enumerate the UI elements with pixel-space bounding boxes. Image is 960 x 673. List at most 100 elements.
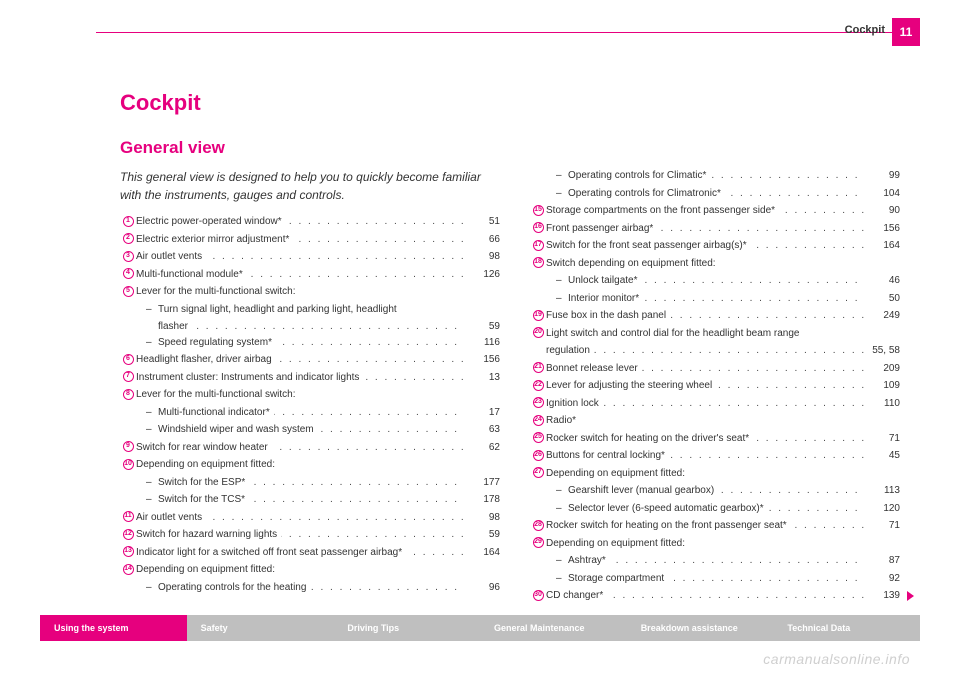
toc-item: 16Front passenger airbag*156 [530,221,900,237]
toc-page: 59 [464,319,500,335]
toc-label: flasher [158,319,464,335]
toc-page: 156 [464,352,500,368]
dash-icon: – [146,405,158,421]
toc-item: 24Radio* [530,413,900,429]
footer-tab-using[interactable]: Using the system [40,615,187,641]
footer-tab-driving[interactable]: Driving Tips [333,615,480,641]
toc-item: 28Rocker switch for heating on the front… [530,518,900,534]
footer-tab-safety[interactable]: Safety [187,615,334,641]
toc-page: 98 [464,249,500,265]
item-number: 10 [120,457,136,471]
toc-page: 96 [464,580,500,596]
item-number: 20 [530,326,546,340]
toc-item: 20Light switch and control dial for the … [530,326,900,342]
dash-icon: – [146,422,158,438]
dash-icon: – [146,475,158,491]
dash-icon: – [146,302,158,318]
toc-label: Storage compartments on the front passen… [546,203,864,219]
item-number: 11 [120,510,136,524]
toc-page: 139 [864,588,900,604]
toc-label: Buttons for central locking* [546,448,864,464]
toc-subitem: –Gearshift lever (manual gearbox)113 [530,483,900,499]
toc-label: Air outlet vents [136,249,464,265]
toc-page: 126 [464,267,500,283]
toc-page: 109 [864,378,900,394]
toc-page: 13 [464,370,500,386]
toc-label: Windshield wiper and wash system [158,422,464,438]
item-number: 4 [120,267,136,281]
dash-icon: – [556,571,568,587]
dash-icon: – [556,291,568,307]
toc-label: Gearshift lever (manual gearbox) [568,483,864,499]
toc-label: Electric power-operated window* [136,214,464,230]
toc-page: 66 [464,232,500,248]
toc-item: 29Depending on equipment fitted: [530,536,900,552]
dash-icon: – [556,273,568,289]
toc-label: Indicator light for a switched off front… [136,545,464,561]
item-number: 19 [530,308,546,322]
dash-icon: – [556,186,568,202]
toc-page: 178 [464,492,500,508]
toc-page: 63 [464,422,500,438]
item-number: 2 [120,232,136,246]
footer-tab-breakdown[interactable]: Breakdown assistance [627,615,774,641]
toc-item: 25Rocker switch for heating on the drive… [530,431,900,447]
left-column: This general view is designed to help yo… [120,168,500,606]
item-number: 26 [530,448,546,462]
toc-page: 46 [864,273,900,289]
toc-page: 59 [464,527,500,543]
item-number: 28 [530,518,546,532]
toc-label: regulation [546,343,864,359]
item-number: 1 [120,214,136,228]
toc-page: 62 [464,440,500,456]
item-number: 5 [120,284,136,298]
watermark: carmanualsonline.info [763,651,910,667]
dash-icon: – [146,492,158,508]
toc-label: Operating controls for the heating [158,580,464,596]
footer-tab-techdata[interactable]: Technical Data [773,615,920,641]
toc-page: 104 [864,186,900,202]
toc-page: 87 [864,553,900,569]
toc-label: Operating controls for Climatronic* [568,186,864,202]
toc-page: 164 [864,238,900,254]
toc-label: Rocker switch for heating on the driver'… [546,431,864,447]
toc-page: 249 [864,308,900,324]
item-number: 17 [530,238,546,252]
toc-item: 7Instrument cluster: Instruments and ind… [120,370,500,386]
toc-item: 11Air outlet vents98 [120,510,500,526]
toc-label: Storage compartment [568,571,864,587]
toc-item: 23Ignition lock110 [530,396,900,412]
toc-label: Lever for the multi-functional switch: [136,284,464,300]
toc-subitem: –Unlock tailgate*46 [530,273,900,289]
footer-tabs: Using the system Safety Driving Tips Gen… [40,615,920,641]
toc-label: Instrument cluster: Instruments and indi… [136,370,464,386]
toc-item: 30CD changer*139 [530,588,900,604]
toc-item: 6Headlight flasher, driver airbag156 [120,352,500,368]
toc-item: 27Depending on equipment fitted: [530,466,900,482]
item-number: 27 [530,466,546,480]
toc-item: 19Fuse box in the dash panel249 [530,308,900,324]
item-number: 18 [530,256,546,270]
item-number: 14 [120,562,136,576]
toc-subitem-cont: flasher59 [120,319,500,335]
toc-label: Electric exterior mirror adjustment* [136,232,464,248]
continue-arrow-icon [907,591,914,601]
item-number: 21 [530,361,546,375]
toc-page: 120 [864,501,900,517]
toc-item: 1Electric power-operated window*51 [120,214,500,230]
toc-subitem: –Interior monitor*50 [530,291,900,307]
toc-item: 3Air outlet vents98 [120,249,500,265]
toc-label: Lever for adjusting the steering wheel [546,378,864,394]
section-heading: General view [120,138,900,158]
item-number: 24 [530,413,546,427]
page-number: 11 [892,18,920,46]
toc-page: 51 [464,214,500,230]
toc-label: Turn signal light, headlight and parking… [158,302,464,318]
toc-page: 113 [864,483,900,499]
toc-label: Interior monitor* [568,291,864,307]
toc-item: 12Switch for hazard warning lights59 [120,527,500,543]
toc-label: Switch for the TCS* [158,492,464,508]
toc-page: 110 [864,396,900,412]
toc-subitem: –Turn signal light, headlight and parkin… [120,302,500,318]
footer-tab-maintenance[interactable]: General Maintenance [480,615,627,641]
